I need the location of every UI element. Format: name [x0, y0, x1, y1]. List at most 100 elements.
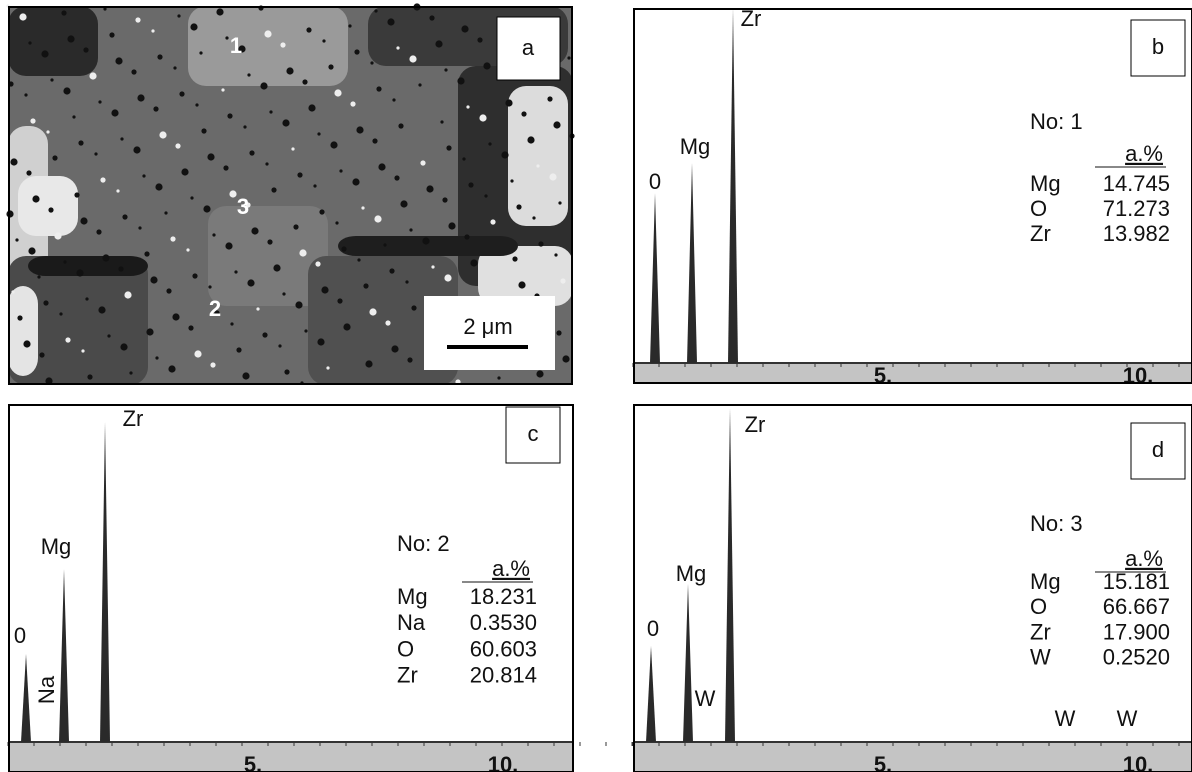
sem-speck [159, 131, 166, 138]
sem-speck [81, 349, 84, 352]
sem-speck [391, 345, 398, 352]
sem-speck [280, 42, 285, 47]
sem-speck [483, 62, 490, 69]
sem-speck [236, 347, 241, 352]
panel: a1322 μm [6, 3, 574, 385]
sem-speck [225, 36, 228, 39]
sem-speck [208, 285, 211, 288]
sem-speck [339, 169, 342, 172]
sem-speck [124, 291, 131, 298]
sem-speck [553, 121, 560, 128]
element-value: 18.231 [470, 584, 537, 609]
table-title: No: 1 [1030, 109, 1083, 134]
sem-speck [291, 147, 294, 150]
sem-speck [536, 370, 543, 377]
sem-speck [343, 323, 350, 330]
sem-speck [501, 151, 508, 158]
sem-speck [350, 101, 355, 106]
sem-speck [207, 153, 214, 160]
sem-speck [411, 305, 416, 310]
sem-speck [284, 369, 289, 374]
sem-speck [201, 128, 206, 133]
figure: a1322 μm0MgZr5.10.bNo: 1a.%Mg14.745O71.2… [0, 0, 1192, 772]
sem-speck [251, 227, 258, 234]
sem-speck [477, 37, 482, 42]
panel: 0WMgZrWW5.10.dNo: 3a.%Mg15.181O66.667Zr1… [633, 404, 1192, 772]
sem-speck [190, 23, 197, 30]
sem-speck [89, 72, 96, 79]
sem-speck [330, 141, 337, 148]
sem-speck [138, 226, 141, 229]
sem-speck [516, 204, 521, 209]
sem-speck [150, 276, 157, 283]
sem-speck [385, 320, 390, 325]
sem-speck [155, 356, 158, 359]
sem-speck [315, 261, 320, 266]
element-name: Na [397, 610, 426, 635]
sem-speck [337, 298, 342, 303]
sem-speck [554, 253, 557, 256]
sem-speck [518, 281, 525, 288]
sem-speck [464, 234, 469, 239]
sem-speck [335, 221, 338, 224]
sem-speck [429, 15, 434, 20]
sem-speck [396, 46, 399, 49]
table-title: No: 3 [1030, 511, 1083, 536]
element-name: Mg [1030, 569, 1061, 594]
peak-label: Zr [745, 412, 766, 437]
axis-label: 10. [1123, 752, 1154, 772]
sem-speck [116, 189, 119, 192]
peak-label: 0 [14, 623, 26, 648]
sem-speck [466, 105, 469, 108]
sem-speck [286, 67, 293, 74]
sem-speck [157, 54, 162, 59]
sem-region [28, 256, 148, 276]
sem-speck [306, 27, 311, 32]
sem-speck [131, 69, 136, 74]
sem-speck [446, 145, 451, 150]
panel-label: c [528, 421, 539, 446]
sem-speck [175, 143, 180, 148]
sem-speck [461, 25, 468, 32]
sem-speck [133, 146, 140, 153]
sem-speck [190, 196, 193, 199]
sem-speck [210, 362, 215, 367]
sem-speck [488, 142, 491, 145]
peak-label: W [1055, 706, 1076, 731]
sem-speck [194, 350, 201, 357]
peak-label: Na [34, 675, 59, 704]
sem-speck [102, 254, 109, 261]
sem-speck [203, 205, 210, 212]
sem-speck [267, 239, 272, 244]
sem-speck [363, 283, 368, 288]
sem-speck [328, 64, 333, 69]
sem-speck [15, 238, 18, 241]
sem-speck [78, 140, 83, 145]
sem-speck [109, 32, 114, 37]
peak-label: Mg [676, 561, 707, 586]
sem-speck [195, 103, 198, 106]
sem-speck [262, 332, 267, 337]
sem-speck [490, 219, 495, 224]
sem-speck [74, 192, 79, 197]
panel-label: b [1152, 34, 1164, 59]
table-title: No: 2 [397, 531, 450, 556]
sem-speck [265, 162, 268, 165]
sem-speck [170, 236, 175, 241]
element-name: W [1030, 645, 1051, 670]
sem-speck [83, 47, 88, 52]
sem-speck [65, 337, 70, 342]
sem-speck [30, 118, 35, 123]
sem-speck [356, 126, 363, 133]
sem-speck [100, 177, 105, 182]
sem-speck [199, 51, 202, 54]
sem-speck [269, 110, 272, 113]
sem-speck [547, 96, 552, 101]
sem-speck [407, 357, 412, 362]
element-value: 20.814 [470, 663, 537, 688]
sem-speck [374, 215, 381, 222]
sem-speck [39, 352, 44, 357]
sem-speck [468, 182, 473, 187]
sem-speck [242, 372, 249, 379]
sem-speck [334, 89, 341, 96]
